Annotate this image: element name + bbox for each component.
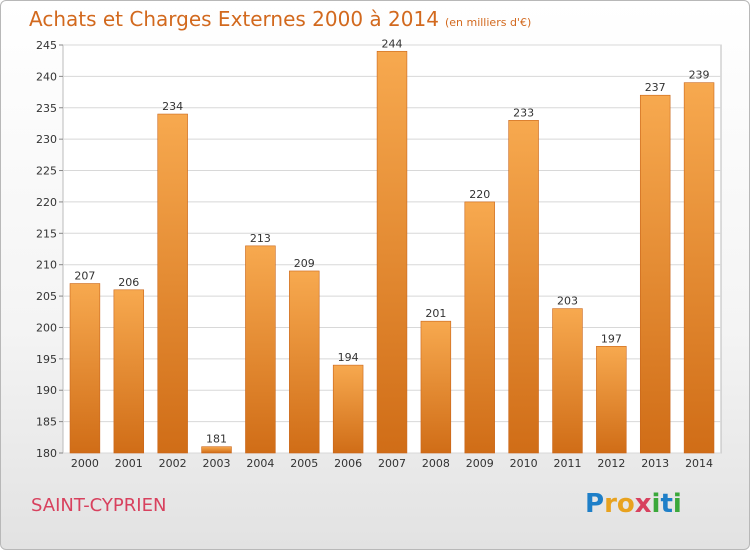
x-tick-label: 2011 (553, 457, 581, 470)
data-label-2009: 220 (469, 188, 490, 201)
y-tick-label: 205 (36, 290, 57, 303)
chart-title-text: Achats et Charges Externes 2000 à 2014 (29, 7, 439, 31)
x-tick-label: 2014 (685, 457, 713, 470)
bar-2014 (683, 82, 715, 454)
bar-2013 (639, 94, 671, 454)
y-tick-label: 240 (36, 70, 57, 83)
y-tick-label: 180 (36, 447, 57, 460)
data-label-2002: 234 (162, 100, 183, 113)
bar-2004 (245, 245, 276, 454)
x-tick-label: 2001 (115, 457, 143, 470)
y-tick-label: 215 (36, 227, 57, 240)
bar-2010 (508, 120, 539, 454)
x-tick-label: 2010 (510, 457, 538, 470)
x-tick-label: 2009 (466, 457, 494, 470)
y-tick-label: 235 (36, 102, 57, 115)
bar-2009 (464, 201, 495, 454)
bar-2001 (113, 289, 145, 454)
x-tick-label: 2006 (334, 457, 362, 470)
bar-2002 (157, 113, 188, 454)
y-tick-label: 225 (36, 165, 57, 178)
y-tick-label: 210 (36, 259, 57, 272)
y-tick-label: 230 (36, 133, 57, 146)
data-label-2001: 206 (118, 276, 139, 289)
x-tick-label: 2005 (290, 457, 318, 470)
x-axis-ticks: 2000 2001 2002 2003 2004 2005 2006 2007 2008 2009… (71, 457, 713, 470)
bar-2006 (332, 364, 364, 454)
bar-2012 (596, 345, 627, 454)
y-axis-ticks: 180 185 190 195 200 205 210 215 220 225 230 235 240 2… (36, 39, 63, 460)
x-tick-label: 2008 (422, 457, 450, 470)
data-label-2013: 237 (645, 81, 666, 94)
y-tick-label: 245 (36, 39, 57, 52)
bar-2007 (376, 50, 408, 454)
x-tick-label: 2012 (597, 457, 625, 470)
x-tick-label: 2000 (71, 457, 99, 470)
data-label-2003: 181 (206, 433, 227, 446)
x-tick-label: 2003 (203, 457, 231, 470)
data-label-2000: 207 (74, 270, 95, 283)
y-tick-label: 185 (36, 416, 57, 429)
data-label-2011: 203 (557, 295, 578, 308)
chart-title: Achats et Charges Externes 2000 à 2014 (e… (29, 7, 531, 31)
chart-subtitle: (en milliers d'€) (444, 16, 532, 29)
bar-2000 (69, 283, 101, 454)
data-label-2007: 244 (382, 37, 403, 50)
bar-2003 (201, 446, 232, 454)
y-tick-label: 200 (36, 321, 57, 334)
y-tick-label: 195 (36, 353, 57, 366)
data-label-2005: 209 (294, 257, 315, 270)
place-name: SAINT-CYPRIEN (31, 495, 167, 516)
data-label-2010: 233 (513, 106, 534, 119)
data-label-2012: 197 (601, 332, 622, 345)
bar-2005 (289, 270, 320, 454)
bar-2008 (420, 320, 452, 454)
bars: 207 206 234 181 213 209 194 244 201 220 233 203 197 2… (69, 37, 715, 454)
bar-2011 (552, 308, 583, 454)
data-label-2004: 213 (250, 232, 271, 245)
data-label-2014: 239 (689, 69, 710, 82)
data-label-2006: 194 (338, 351, 359, 364)
x-tick-label: 2013 (641, 457, 669, 470)
x-tick-label: 2007 (378, 457, 406, 470)
data-label-2008: 201 (425, 307, 446, 320)
y-tick-label: 220 (36, 196, 57, 209)
x-tick-label: 2004 (246, 457, 274, 470)
x-tick-label: 2002 (159, 457, 187, 470)
y-tick-label: 190 (36, 384, 57, 397)
proxiti-logo[interactable]: Proxiti (585, 489, 682, 519)
